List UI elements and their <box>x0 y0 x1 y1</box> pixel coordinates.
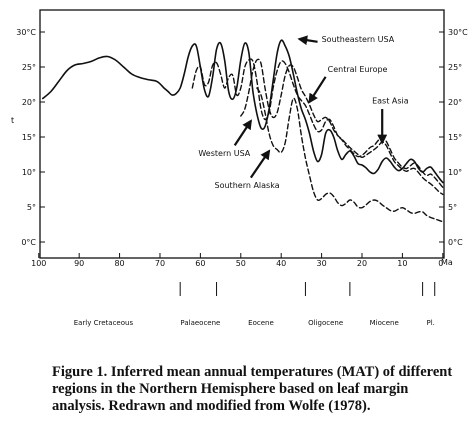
epoch-label-pl: Pl. <box>426 319 434 327</box>
arrow-western-usa <box>233 119 252 147</box>
x-tick-label: 10 <box>397 259 407 268</box>
series-line-western-usa <box>240 58 444 196</box>
x-ticks: 100 90 80 70 60 50 40 30 20 10 0 <box>31 253 443 268</box>
x-tick-label: 0 <box>438 259 443 268</box>
series-line-southeastern-usa <box>42 39 444 184</box>
x-tick-label: 90 <box>74 259 84 268</box>
series-layer <box>42 39 444 223</box>
y-tick-label-left: 30°C <box>16 28 36 37</box>
annotation-central-europe: Central Europe <box>328 65 388 74</box>
x-tick-label: 100 <box>31 259 46 268</box>
y-tick-label-right: 10° <box>448 168 462 177</box>
y-tick-label-left: 25° <box>22 63 36 72</box>
y-tick-label-left: 15° <box>22 133 36 142</box>
arrow-central-europe <box>308 76 327 104</box>
y-tick-label-left: 10° <box>22 168 36 177</box>
x-tick-label: 60 <box>195 259 205 268</box>
annotation-western-usa: Western USA <box>198 149 250 158</box>
y-tick-label-left: 20° <box>22 98 36 107</box>
x-tick-label: 50 <box>236 259 246 268</box>
x-tick-label: 40 <box>276 259 286 268</box>
epoch-label-eocene: Eocene <box>248 319 274 327</box>
y-tick-label-right: 15° <box>448 133 462 142</box>
plot-frame <box>39 9 445 259</box>
x-tick-label: 80 <box>114 259 124 268</box>
annotation-southern-alaska: Southern Alaska <box>215 181 280 190</box>
y-tick-label-right: 30°C <box>448 28 468 37</box>
epoch-label-early-cretaceous: Early Cretaceous <box>74 319 134 327</box>
series-line-southern-alaska <box>256 87 444 223</box>
annotation-east-asia: East Asia <box>372 96 409 105</box>
arrow-southeastern-usa <box>297 35 318 46</box>
arrow-layer <box>233 35 388 179</box>
y-ticks-right: 0°C 5° 10° 15° 20° 25° 30°C <box>439 28 468 247</box>
y-tick-label-right: 25° <box>448 63 462 72</box>
y-tick-label-left: 0°C <box>21 238 36 247</box>
y-tick-label-right: 5° <box>448 203 457 212</box>
x-tick-label: 30 <box>317 259 327 268</box>
annotation-southeastern-usa: Southeastern USA <box>322 35 395 44</box>
figure-caption: Figure 1. Inferred mean annual temperatu… <box>52 364 453 414</box>
y-tick-label-left: 5° <box>27 203 36 212</box>
y-tick-label-right: 20° <box>448 98 462 107</box>
x-unit-label: Ma <box>441 258 453 267</box>
x-tick-label: 20 <box>357 259 367 268</box>
epoch-label-miocene: Miocene <box>370 319 399 327</box>
arrow-southern-alaska <box>249 149 271 179</box>
y-axis-label: t <box>11 116 14 125</box>
epoch-label-palaeocene: Palaeocene <box>180 319 220 327</box>
epoch-layer: Early Cretaceous Palaeocene Eocene Oligocen… <box>74 282 436 327</box>
series-line-central-europe <box>191 58 444 189</box>
x-tick-label: 70 <box>155 259 165 268</box>
y-ticks-left: 0°C 5° 10° 15° 20° 25° 30°C <box>16 28 45 247</box>
y-tick-label-right: 0°C <box>448 238 463 247</box>
annotation-layer: Southeastern USA Central Europe East Asia W… <box>198 35 408 190</box>
epoch-label-oligocene: Oligocene <box>308 319 343 327</box>
